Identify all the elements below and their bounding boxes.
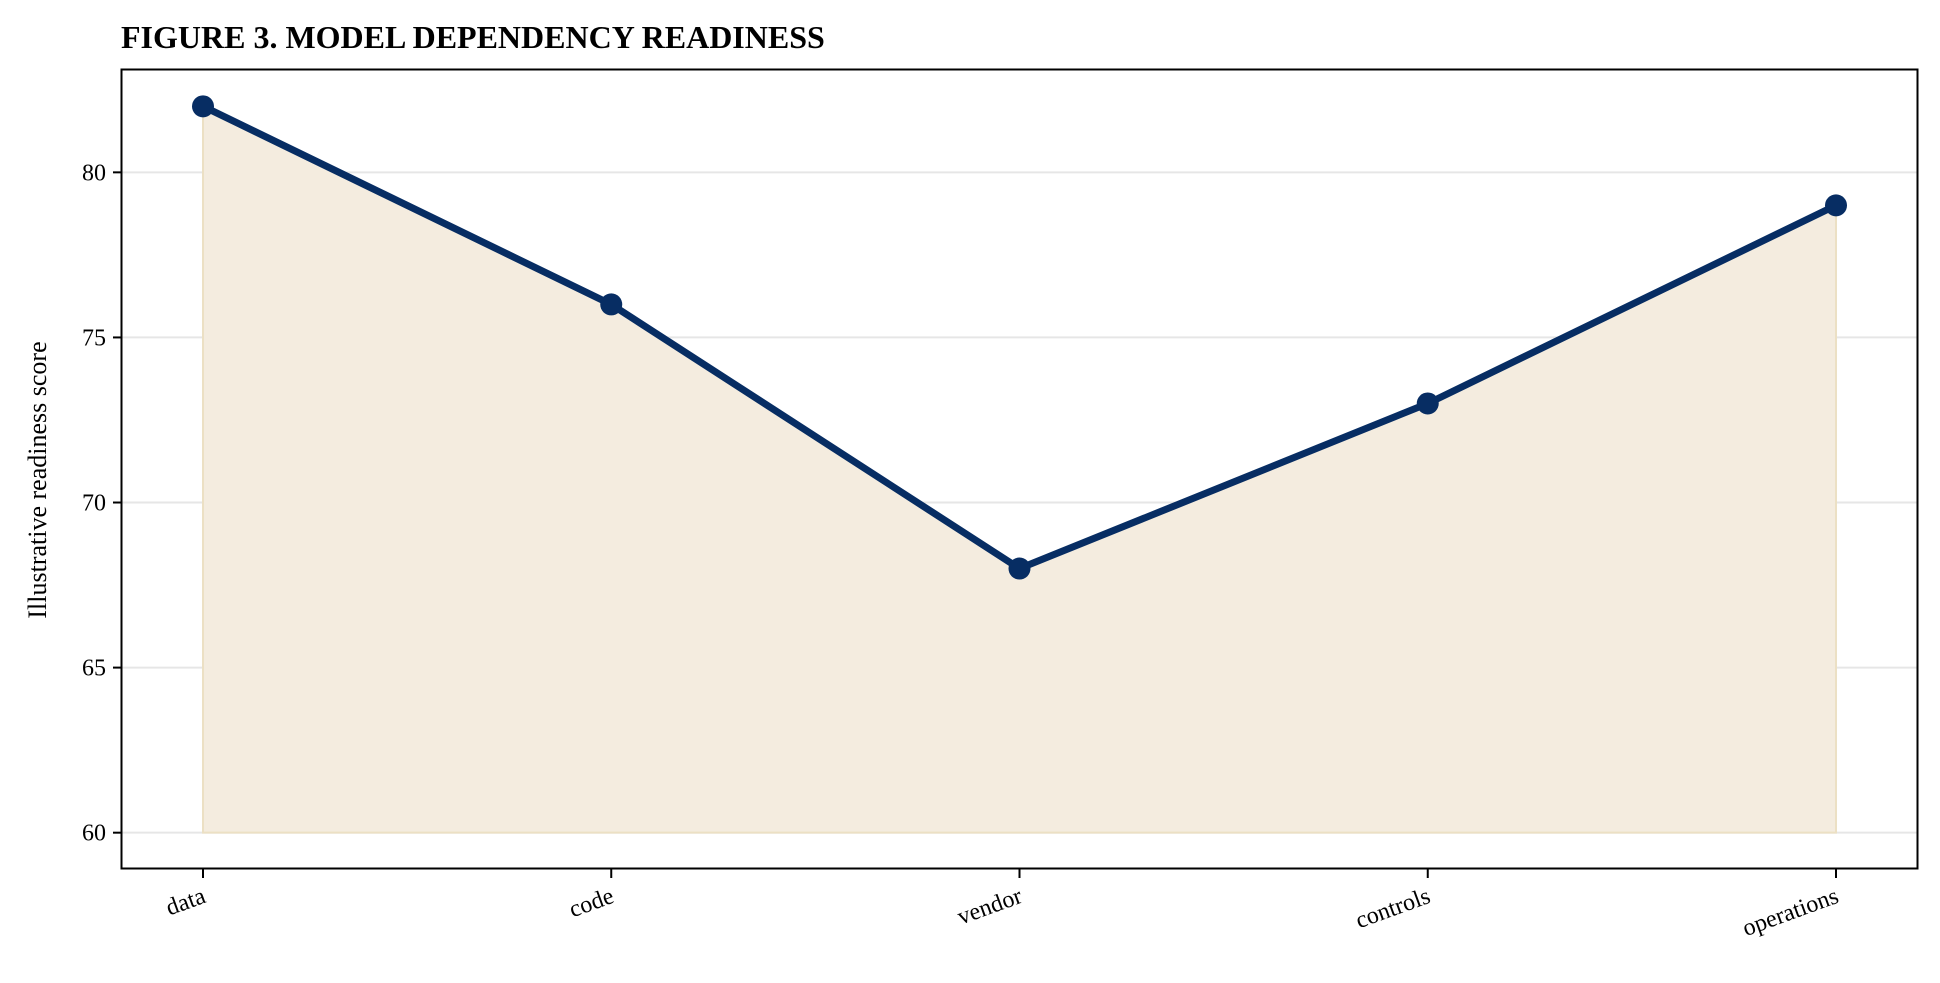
- x-tick-label: controls: [1352, 883, 1434, 934]
- y-tick-label: 65: [82, 656, 106, 682]
- data-point: [600, 293, 623, 316]
- data-point: [1825, 194, 1847, 217]
- y-tick-label: 75: [82, 325, 106, 351]
- data-points: [192, 95, 1847, 580]
- data-point: [1008, 557, 1031, 580]
- area-polygon: [202, 104, 1837, 834]
- x-tick-label: operations: [1739, 883, 1842, 942]
- data-point: [192, 95, 214, 118]
- area-fill: [202, 104, 1837, 834]
- y-tick-label: 80: [82, 160, 106, 186]
- y-tick-label: 70: [82, 491, 106, 517]
- chart-title: FIGURE 3. MODEL DEPENDENCY READINESS: [121, 19, 825, 55]
- x-tick-label: code: [566, 883, 617, 923]
- y-tick-label: 60: [82, 821, 106, 847]
- plot-frame: [120, 68, 1919, 870]
- y-axis-ticks: 60 65 70 75 80: [82, 160, 122, 847]
- x-tick-label: vendor: [954, 883, 1026, 930]
- data-point: [1416, 392, 1439, 415]
- x-tick-label: data: [163, 883, 210, 921]
- x-axis-ticks: data code vendor controls operations: [163, 869, 1842, 942]
- y-axis-label: Illustrative readiness score: [23, 341, 52, 618]
